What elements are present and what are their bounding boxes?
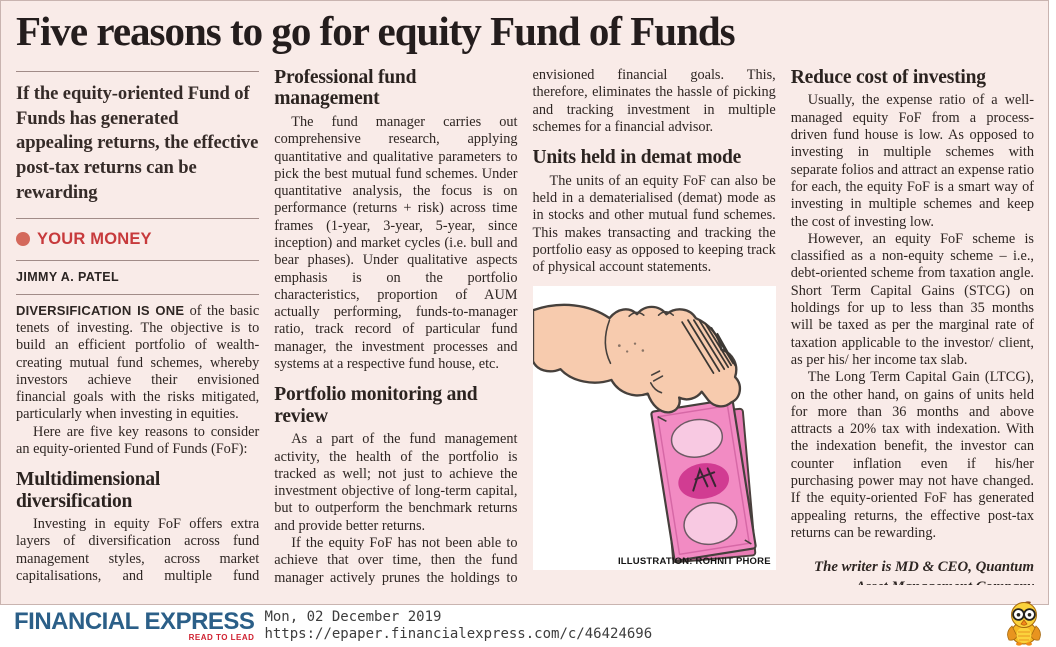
paragraph: The Long Term Capital Gain (LTCG), on th… xyxy=(790,369,1034,541)
column-1: If the equity-oriented Fund of Funds has… xyxy=(16,65,260,585)
logo-wordmark: FINANCIAL EXPRESS xyxy=(14,608,255,635)
epaper-footer: FINANCIAL EXPRESS READ TO LEAD Mon, 02 D… xyxy=(0,601,1056,647)
paragraph: Here are five key reasons to consider an… xyxy=(16,423,260,458)
divider xyxy=(16,217,260,219)
intro-rest: of the basic tenets of investing. The ob… xyxy=(16,302,260,423)
logo-tagline: READ TO LEAD xyxy=(188,633,255,642)
divider xyxy=(16,293,260,295)
column-3: envisioned financial goals. This, theref… xyxy=(532,65,776,585)
paragraph: The units of an equity FoF can also be h… xyxy=(532,172,776,276)
financial-express-logo: FINANCIAL EXPRESS READ TO LEAD xyxy=(14,608,255,643)
lede: If the equity-oriented Fund of Funds has… xyxy=(16,83,259,203)
bullet-icon xyxy=(16,232,30,247)
illustration-credit: ILLUSTRATION: ROHNIT PHORE xyxy=(617,556,771,568)
article-page: Five reasons to go for equity Fund of Fu… xyxy=(0,0,1049,605)
paragraph: envisioned financial goals. This, theref… xyxy=(532,67,776,135)
byline: JIMMY A. PATEL xyxy=(16,269,120,284)
owl-mascot-icon xyxy=(1007,601,1041,646)
subhead-reduce-cost-of-investing: Reduce cost of investing xyxy=(790,67,986,89)
intro-leadin: DIVERSIFICATION IS ONE xyxy=(16,302,185,318)
subhead-professional-fund-management: Professional fund management xyxy=(274,67,417,110)
clipping-meta: Mon, 02 December 2019 https://epaper.fin… xyxy=(264,609,652,644)
writer-attribution: The writer is MD & CEO, Quantum Asset Ma… xyxy=(814,559,1034,585)
subhead-multidimensional-diversification: Multidimensional diversification xyxy=(16,469,161,512)
hand-holding-banknote-illustration xyxy=(532,289,776,568)
paragraph: As a part of the fund management activit… xyxy=(274,431,518,534)
column-2: Professional fund management The fund ma… xyxy=(274,65,517,585)
intro-paragraph: DIVERSIFICATION IS ONE of the basic tene… xyxy=(16,303,259,424)
paragraph: However, an equity FoF scheme is classif… xyxy=(790,230,1034,368)
section-label: YOUR MONEY xyxy=(16,225,259,254)
subhead-units-held-in-demat-mode: Units held in demat mode xyxy=(532,147,742,169)
paragraph: If the equity FoF has not been able to a… xyxy=(274,535,518,586)
article-columns: If the equity-oriented Fund of Funds has… xyxy=(1,53,1048,585)
divider xyxy=(16,259,260,261)
paragraph: The fund manager carries out comprehensi… xyxy=(274,113,518,373)
headline: Five reasons to go for equity Fund of Fu… xyxy=(16,8,736,54)
subhead-portfolio-monitoring-and-review: Portfolio monitoring and review xyxy=(274,384,478,427)
section-label-text: YOUR MONEY xyxy=(37,229,152,248)
clipping-url: https://epaper.financialexpress.com/c/46… xyxy=(264,626,653,642)
column-4: Reduce cost of investing Usually, the ex… xyxy=(791,65,1034,585)
divider xyxy=(16,71,260,73)
paragraph: Usually, the expense ratio of a well-man… xyxy=(790,92,1034,230)
illustration: ILLUSTRATION: ROHNIT PHORE xyxy=(532,286,776,571)
clipping-date: Mon, 02 December 2019 xyxy=(264,608,442,625)
paragraph: Investing in equity FoF offers extra lay… xyxy=(16,516,260,585)
